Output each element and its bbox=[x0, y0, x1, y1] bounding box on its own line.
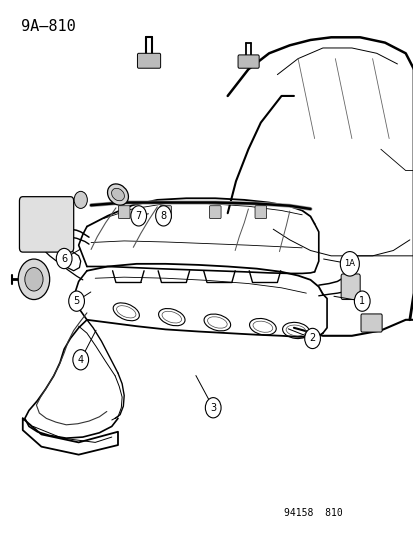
FancyBboxPatch shape bbox=[19, 197, 74, 252]
Text: 8: 8 bbox=[160, 211, 166, 221]
Circle shape bbox=[73, 350, 88, 370]
Circle shape bbox=[304, 328, 320, 349]
Circle shape bbox=[131, 206, 146, 226]
FancyBboxPatch shape bbox=[209, 206, 221, 219]
Text: 94158  810: 94158 810 bbox=[283, 508, 342, 518]
Text: 7: 7 bbox=[135, 211, 142, 221]
FancyBboxPatch shape bbox=[159, 206, 171, 219]
FancyBboxPatch shape bbox=[237, 55, 259, 68]
Circle shape bbox=[25, 268, 43, 291]
Text: 5: 5 bbox=[73, 296, 80, 306]
FancyBboxPatch shape bbox=[254, 206, 266, 219]
Ellipse shape bbox=[112, 188, 124, 201]
Text: 4: 4 bbox=[78, 355, 83, 365]
Text: 1A: 1A bbox=[344, 260, 354, 268]
Text: 3: 3 bbox=[210, 403, 216, 413]
Circle shape bbox=[18, 259, 50, 300]
Text: 1: 1 bbox=[358, 296, 364, 306]
FancyBboxPatch shape bbox=[137, 53, 160, 68]
FancyBboxPatch shape bbox=[360, 314, 381, 332]
Text: 9A–810: 9A–810 bbox=[21, 19, 75, 34]
Circle shape bbox=[205, 398, 221, 418]
Text: 2: 2 bbox=[309, 334, 315, 343]
Circle shape bbox=[56, 248, 72, 269]
Circle shape bbox=[69, 291, 84, 311]
FancyBboxPatch shape bbox=[340, 274, 359, 300]
Circle shape bbox=[74, 191, 87, 208]
Text: 6: 6 bbox=[61, 254, 67, 263]
Ellipse shape bbox=[107, 184, 128, 205]
Circle shape bbox=[354, 291, 369, 311]
Circle shape bbox=[155, 206, 171, 226]
FancyBboxPatch shape bbox=[118, 206, 130, 219]
Circle shape bbox=[339, 252, 358, 276]
